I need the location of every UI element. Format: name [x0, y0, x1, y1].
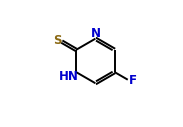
Text: HN: HN [59, 70, 79, 83]
Text: N: N [91, 27, 101, 40]
Text: F: F [129, 74, 137, 87]
Text: S: S [53, 34, 61, 47]
